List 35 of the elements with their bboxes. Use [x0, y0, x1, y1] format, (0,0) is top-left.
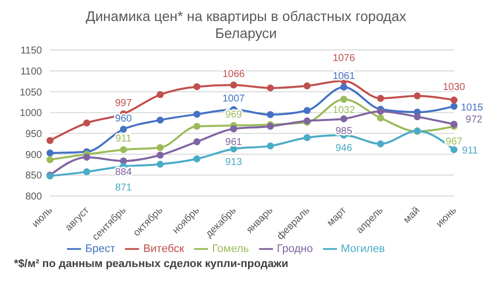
data-label: 913 [225, 156, 242, 168]
legend-label: Могилев [340, 242, 385, 255]
legend-label: Витебск [143, 242, 184, 255]
y-tick-label: 800 [25, 192, 42, 203]
data-label: 1015 [460, 102, 484, 114]
legend-label: Гродно [276, 242, 313, 255]
data-label: 972 [466, 114, 483, 126]
data-label: 1032 [332, 105, 356, 116]
data-label: 1007 [222, 94, 246, 105]
y-tick-label: 850 [25, 170, 42, 182]
data-label: 1061 [332, 71, 356, 82]
data-label: 884 [115, 166, 132, 178]
y-tick-label: 900 [25, 150, 42, 161]
y-tick-label: 950 [25, 128, 42, 140]
data-label: 911 [462, 146, 478, 157]
text: *$/м² по данным реальных сделок купли-продажи [14, 258, 290, 270]
y-tick-label: 1100 [20, 66, 42, 78]
legend-label: Брест [85, 242, 116, 255]
data-label: 967 [446, 136, 463, 148]
data-label: 1066 [222, 69, 246, 80]
data-label: 1030 [442, 82, 466, 94]
y-tick-label: 1000 [20, 108, 42, 120]
chart-title: Динамика цен* на квартиры в областных городах Беларуси [84, 8, 408, 42]
data-label: 911 [115, 134, 132, 145]
x-tick-label: май [402, 205, 422, 226]
data-label: 871 [115, 182, 132, 194]
data-label: 969 [225, 110, 242, 121]
y-tick-label: 1150 [20, 46, 42, 57]
legend-label: Гомель [212, 242, 249, 255]
data-label: 946 [335, 143, 353, 154]
data-label: 961 [225, 136, 242, 148]
data-label: 997 [115, 98, 132, 109]
data-label: 960 [115, 113, 132, 124]
data-label: 1076 [332, 52, 356, 64]
y-tick-label: 1050 [20, 87, 42, 98]
